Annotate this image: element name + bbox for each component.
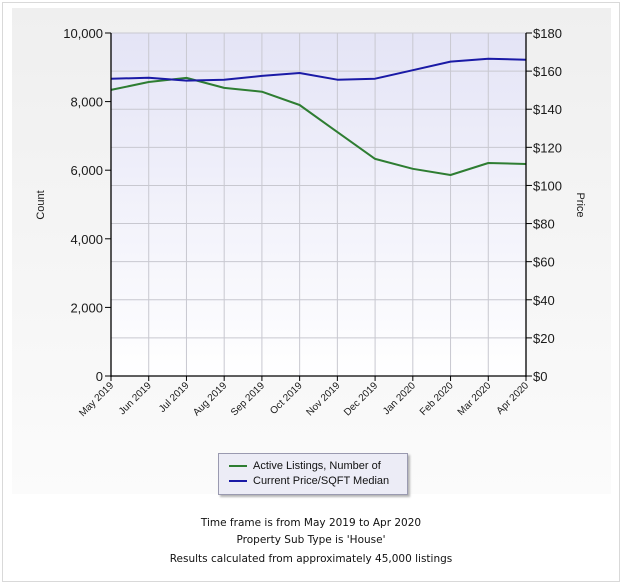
left-axis-tick-label: 4,000: [70, 232, 103, 247]
left-axis-tick-label: 10,000: [63, 26, 103, 41]
x-axis-tick-label: Mar 2020: [456, 380, 494, 418]
x-axis-tick-label: Sep 2019: [229, 380, 267, 418]
chart-notes: Time frame is from May 2019 to Apr 2020 …: [0, 515, 622, 568]
right-axis-title: Price: [574, 192, 586, 217]
x-axis-tick-label: Oct 2019: [268, 380, 305, 417]
x-axis-tick-label: Jun 2019: [117, 380, 154, 417]
x-axis-tick-label: Jan 2020: [381, 380, 418, 417]
time-frame-note: Time frame is from May 2019 to Apr 2020: [200, 517, 422, 529]
series-lines: [110, 57, 527, 176]
x-axis-tick-label: Feb 2020: [418, 380, 456, 418]
left-axis-title: Count: [35, 190, 47, 219]
plot-area: [111, 33, 526, 376]
x-axis-tick-label: Dec 2019: [342, 380, 380, 418]
right-axis-tick-label: $160: [533, 64, 562, 79]
series-line: [110, 76, 527, 176]
right-axis-tick-label: $20: [533, 331, 555, 346]
left-axis-tick-label: 6,000: [70, 163, 103, 178]
left-axis-tick-label: 8,000: [70, 95, 103, 110]
legend-label: Active Listings, Number of: [253, 459, 381, 472]
legend-swatch-blue: [229, 479, 247, 482]
x-axis-tick-label: Nov 2019: [304, 380, 342, 418]
x-axis-tick-label: Aug 2019: [191, 380, 229, 418]
right-axis-tick-label: $180: [533, 26, 562, 41]
legend-swatch-green: [229, 464, 247, 467]
left-axis-tick-label: 0: [96, 369, 103, 384]
right-axis-tick-label: $120: [533, 140, 562, 155]
chart-legend: Active Listings, Number of Current Price…: [218, 453, 408, 495]
right-axis-tick-label: $0: [533, 369, 547, 384]
right-axis-tick-label: $140: [533, 102, 562, 117]
results-note: Results calculated from approximately 45…: [169, 553, 453, 565]
x-axis-tick-label: Jul 2019: [157, 380, 192, 415]
property-type-note: Property Sub Type is 'House': [236, 534, 386, 546]
line-chart: 0 2,000 4,000 6,000 8,000 10,000 $0 $20 $40 $60 $8…: [35, 26, 586, 419]
right-axis-tick-label: $40: [533, 293, 555, 308]
x-axis-tick-label: May 2019: [77, 380, 116, 419]
x-axis-tick-label: Apr 2020: [495, 380, 532, 417]
series-line: [110, 57, 527, 82]
right-axis-tick-label: $60: [533, 255, 555, 270]
right-axis-tick-label: $80: [533, 217, 555, 232]
right-axis-tick-label: $100: [533, 178, 562, 193]
gridlines: [111, 32, 526, 376]
legend-item-price-sqft: Current Price/SQFT Median: [229, 473, 407, 488]
legend-label: Current Price/SQFT Median: [253, 474, 390, 487]
legend-item-active-listings: Active Listings, Number of: [229, 458, 407, 473]
left-axis-tick-label: 2,000: [70, 300, 103, 315]
